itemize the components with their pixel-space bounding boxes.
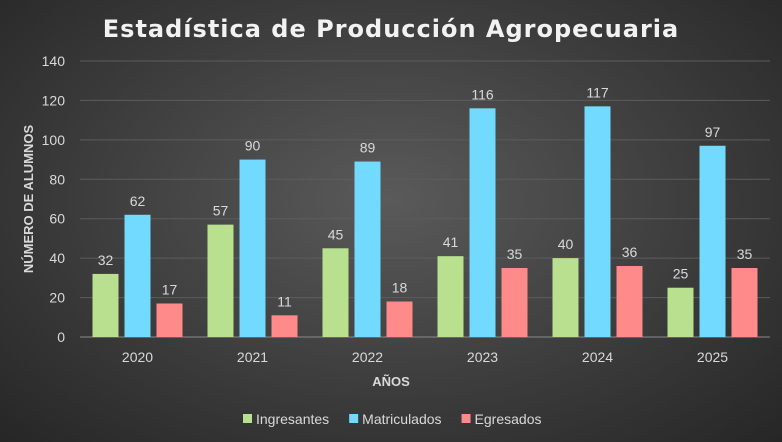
bar-egresados bbox=[386, 301, 413, 337]
bar-ingresantes bbox=[667, 287, 694, 337]
y-tick-label: 80 bbox=[49, 171, 65, 187]
data-label: 40 bbox=[558, 236, 574, 252]
data-label: 18 bbox=[392, 280, 408, 296]
bar-ingresantes bbox=[552, 258, 579, 337]
bar-matriculados bbox=[699, 145, 726, 337]
legend-label: Matriculados bbox=[362, 411, 441, 427]
data-label: 57 bbox=[213, 203, 229, 219]
legend: Ingresantes Matriculados Egresados bbox=[243, 411, 541, 427]
bar-matriculados bbox=[469, 108, 496, 337]
data-label: 17 bbox=[162, 281, 178, 297]
data-label: 62 bbox=[130, 193, 146, 209]
bar-egresados bbox=[731, 268, 758, 337]
bar-ingresantes bbox=[207, 224, 234, 337]
data-label: 25 bbox=[673, 266, 689, 282]
chart-title: Estadística de Producción Agropecuaria bbox=[103, 15, 679, 43]
data-label: 35 bbox=[507, 246, 523, 262]
legend-label: Ingresantes bbox=[256, 411, 329, 427]
data-label: 90 bbox=[245, 138, 261, 154]
bar-egresados bbox=[501, 268, 528, 337]
x-tick-label: 2025 bbox=[697, 349, 728, 365]
bar-matriculados bbox=[354, 161, 381, 337]
legend-swatch bbox=[243, 414, 252, 423]
data-label: 11 bbox=[277, 293, 292, 309]
bar-ingresantes bbox=[322, 248, 349, 337]
bar-ingresantes bbox=[92, 273, 119, 337]
y-tick-label: 60 bbox=[49, 211, 65, 227]
y-axis-label: NÚMERO DE ALUMNOS bbox=[21, 125, 36, 274]
data-label: 41 bbox=[443, 234, 459, 250]
y-tick-label: 0 bbox=[57, 329, 65, 345]
x-tick-label: 2021 bbox=[237, 349, 268, 365]
data-label: 89 bbox=[360, 140, 376, 156]
x-tick-label: 2024 bbox=[582, 349, 613, 365]
bar-egresados bbox=[271, 315, 298, 337]
data-label: 32 bbox=[98, 252, 114, 268]
y-tick-label: 140 bbox=[42, 53, 66, 69]
x-tick-label: 2020 bbox=[122, 349, 153, 365]
bar-ingresantes bbox=[437, 256, 464, 337]
x-tick-label: 2022 bbox=[352, 349, 383, 365]
legend-label: Egresados bbox=[475, 411, 542, 427]
data-label: 97 bbox=[705, 124, 721, 140]
y-tick-label: 100 bbox=[42, 132, 66, 148]
x-tick-label: 2023 bbox=[467, 349, 498, 365]
x-axis-label: AÑOS bbox=[372, 374, 410, 389]
y-tick-label: 120 bbox=[42, 92, 66, 108]
data-label: 36 bbox=[622, 244, 638, 260]
y-tick-label: 40 bbox=[49, 250, 65, 266]
bar-matriculados bbox=[239, 159, 266, 337]
legend-swatch bbox=[461, 414, 471, 423]
data-label: 116 bbox=[471, 86, 494, 102]
y-tick-label: 20 bbox=[49, 290, 65, 306]
data-label: 35 bbox=[737, 246, 753, 262]
bar-matriculados bbox=[584, 106, 611, 337]
data-label: 117 bbox=[586, 84, 609, 100]
bar-egresados bbox=[156, 303, 183, 337]
data-label: 45 bbox=[328, 226, 344, 242]
legend-swatch bbox=[349, 414, 359, 423]
bar-matriculados bbox=[124, 214, 151, 337]
bar-egresados bbox=[616, 266, 643, 337]
